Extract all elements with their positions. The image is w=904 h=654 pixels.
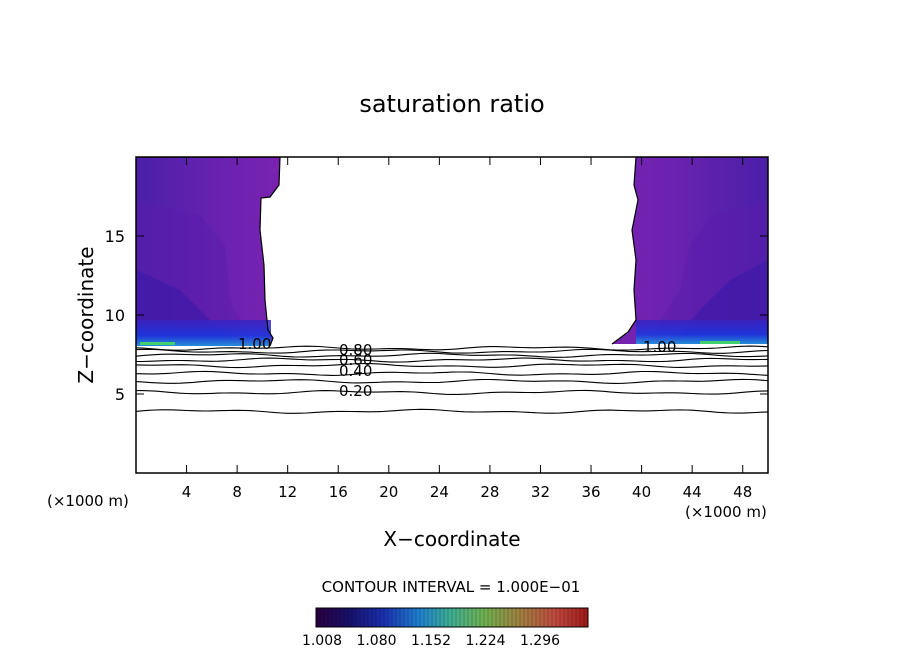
contour-line-0.3 — [136, 378, 768, 384]
x-axis-label: X−coordinate — [383, 527, 520, 551]
supersat-region-right — [611, 157, 768, 345]
chart-title: saturation ratio — [359, 90, 544, 118]
axis-ticks — [136, 157, 768, 473]
x-tick-label-20: 20 — [379, 483, 398, 501]
x-tick-label-40: 40 — [632, 483, 651, 501]
contour-line-0.1 — [136, 408, 768, 414]
y-tick-label-15: 15 — [105, 227, 125, 246]
x-tick-label-16: 16 — [329, 483, 348, 501]
colorbar-tick-label: 1.296 — [520, 633, 560, 649]
contour-line-0.8 — [136, 348, 768, 354]
x-tick-label-44: 44 — [683, 483, 702, 501]
colorbar-tick-label: 1.224 — [465, 633, 505, 649]
contour-interval-text: CONTOUR INTERVAL = 1.000E−01 — [322, 578, 581, 596]
x-tick-label-32: 32 — [531, 483, 550, 501]
x-tick-label-28: 28 — [480, 483, 499, 501]
colorbar-tick-label: 1.152 — [411, 633, 451, 649]
x-unit-label-right: (×1000 m) — [685, 503, 767, 521]
x-tick-labels: 4 8 12 16 20 24 28 32 36 40 44 48 — [182, 483, 752, 501]
y-tick-label-5: 5 — [115, 385, 125, 404]
contour-label-080: 0.80 — [339, 341, 372, 359]
supersat-region-left — [136, 157, 281, 347]
y-tick-labels: 5 10 15 — [105, 227, 125, 404]
contour-label-060: 0.60 — [339, 351, 372, 369]
x-tick-label-36: 36 — [581, 483, 600, 501]
colorbar-tick-label: 1.080 — [356, 633, 396, 649]
contour-label-100-right: 1.00 — [643, 338, 676, 356]
contour-label-040: 0.40 — [339, 362, 372, 380]
colorbar-tick-label: 1.008 — [302, 633, 342, 649]
contour-line-0.7 — [136, 352, 768, 358]
colorbar — [315, 607, 589, 628]
y-axis-label: Z−coordinate — [74, 246, 98, 383]
x-tick-label-4: 4 — [182, 483, 192, 501]
colorbar-tick-labels: 1.008 1.080 1.152 1.224 1.296 — [302, 633, 560, 649]
contour-line-0.4 — [136, 370, 768, 376]
contour-label-020: 0.20 — [339, 382, 372, 400]
colorbar-stripes — [315, 608, 589, 627]
contour-label-100-left: 1.00 — [238, 335, 271, 353]
contour-line-0.9 — [136, 345, 768, 351]
contour-line-0.2 — [136, 389, 768, 395]
x-tick-label-48: 48 — [733, 483, 752, 501]
y-tick-label-10: 10 — [105, 306, 125, 325]
x-tick-label-24: 24 — [430, 483, 449, 501]
contour-line-0.6 — [136, 357, 768, 363]
x-unit-label-left: (×1000 m) — [47, 492, 129, 510]
x-tick-label-8: 8 — [232, 483, 242, 501]
x-tick-label-12: 12 — [278, 483, 297, 501]
contour-lines — [136, 345, 768, 414]
contour-line-0.5 — [136, 362, 768, 369]
